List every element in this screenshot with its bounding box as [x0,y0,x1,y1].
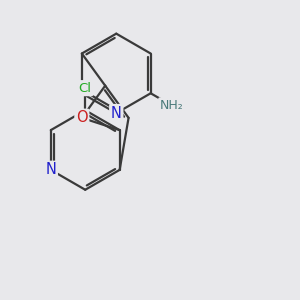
Text: NH₂: NH₂ [160,99,184,112]
Text: Cl: Cl [79,82,92,95]
Text: O: O [76,110,88,125]
Text: N: N [111,106,122,121]
Text: N: N [45,162,56,177]
